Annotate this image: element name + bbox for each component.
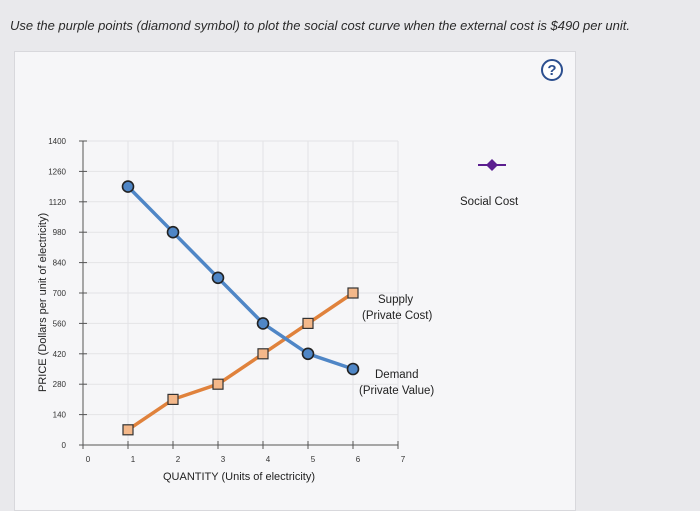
demand-sublabel: (Private Value) [359, 385, 434, 397]
help-button[interactable]: ? [541, 59, 563, 81]
x-axis-label: QUANTITY (Units of electricity) [163, 471, 315, 483]
diamond-icon[interactable] [486, 159, 498, 171]
x-tick-label: 0 [86, 455, 91, 464]
supply-point[interactable] [347, 287, 359, 299]
x-tick-label: 6 [356, 455, 361, 464]
supply-point[interactable] [212, 378, 224, 390]
instruction-text: Use the purple points (diamond symbol) t… [10, 18, 630, 33]
demand-label: Demand [375, 369, 418, 381]
supply-curve-label: Supply (Private Cost) [362, 294, 432, 322]
series-lines [126, 184, 355, 432]
demand-curve [126, 184, 355, 371]
demand-point[interactable] [256, 317, 270, 330]
y-tick-label: 0 [62, 441, 67, 450]
y-axis-label: PRICE (Dollars per unit of electricity) [37, 213, 49, 392]
x-tick-label: 4 [266, 455, 271, 464]
series-marks[interactable] [121, 180, 360, 436]
y-tick-label: 280 [53, 380, 67, 389]
x-tick-label: 5 [311, 455, 316, 464]
y-tick-label: 140 [53, 411, 67, 420]
social-cost-legend-label: Social Cost [460, 196, 519, 208]
demand-curve-label: Demand (Private Value) [359, 369, 434, 397]
supply-point[interactable] [302, 317, 314, 329]
demand-point[interactable] [301, 347, 315, 361]
x-tick-label: 3 [221, 455, 226, 464]
x-tick-label: 1 [131, 455, 136, 464]
social-cost-legend[interactable]: Social Cost [460, 159, 519, 208]
demand-point[interactable] [346, 362, 360, 376]
y-tick-label: 980 [53, 228, 67, 237]
demand-point[interactable] [121, 180, 135, 193]
supply-sublabel: (Private Cost) [362, 310, 432, 322]
demand-point[interactable] [211, 271, 225, 285]
supply-point[interactable] [122, 424, 134, 436]
supply-label: Supply [378, 294, 413, 306]
y-tick-label: 840 [53, 259, 67, 268]
y-tick-label: 1120 [49, 198, 67, 207]
x-tick-label: 2 [176, 455, 181, 464]
y-tick-label: 1400 [48, 137, 66, 146]
demand-point[interactable] [166, 225, 180, 239]
y-tick-label: 420 [53, 350, 67, 359]
y-tick-label: 1260 [48, 167, 66, 176]
supply-point[interactable] [167, 393, 179, 405]
y-tick-label: 700 [53, 289, 67, 298]
y-tick-label: 560 [53, 319, 67, 328]
supply-curve [126, 291, 355, 432]
supply-point[interactable] [257, 348, 269, 360]
axes: 0 140 280 420 560 700 840 980 1120 1260 1400 0 1 2 3 4 5… [48, 137, 406, 464]
x-tick-label: 7 [401, 455, 406, 464]
graph-panel[interactable] [14, 51, 576, 511]
